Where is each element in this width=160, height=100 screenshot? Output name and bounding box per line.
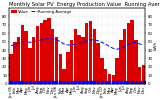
Bar	[108, 74, 111, 84]
Point	[17, 81, 20, 83]
Bar	[100, 58, 104, 84]
Bar	[24, 31, 28, 84]
Point	[74, 81, 77, 83]
Point	[25, 81, 28, 83]
Bar	[115, 58, 119, 84]
Bar	[32, 37, 36, 84]
Point	[32, 81, 35, 83]
Bar	[47, 18, 51, 84]
Point	[120, 81, 122, 83]
Point	[97, 81, 99, 83]
Bar	[96, 43, 100, 84]
Point	[123, 81, 126, 83]
Bar	[43, 20, 47, 84]
Bar	[77, 35, 81, 84]
Bar	[70, 40, 73, 84]
Bar	[127, 23, 130, 84]
Bar	[21, 25, 24, 84]
Point	[139, 81, 141, 83]
Point	[44, 81, 46, 83]
Point	[78, 81, 80, 83]
Point	[55, 81, 58, 83]
Point	[142, 81, 145, 83]
Bar	[142, 65, 145, 84]
Point	[89, 81, 92, 83]
Bar	[51, 29, 54, 84]
Point	[40, 81, 43, 83]
Text: Monthly Solar PV  Energy Production Value  Running Average: Monthly Solar PV Energy Production Value…	[9, 2, 160, 7]
Point	[93, 81, 96, 83]
Point	[112, 81, 115, 83]
Bar	[59, 54, 62, 84]
Bar	[13, 42, 16, 84]
Point	[108, 81, 111, 83]
Bar	[17, 37, 20, 84]
Bar	[89, 21, 92, 84]
Bar	[28, 48, 32, 84]
Legend: Value, Running Average: Value, Running Average	[11, 10, 71, 14]
Point	[70, 81, 73, 83]
Point	[67, 81, 69, 83]
Point	[116, 81, 118, 83]
Bar	[119, 40, 123, 84]
Bar	[40, 23, 43, 84]
Bar	[81, 37, 85, 84]
Bar	[62, 69, 66, 84]
Bar	[123, 29, 126, 84]
Bar	[74, 29, 77, 84]
Bar	[36, 26, 39, 84]
Point	[48, 81, 50, 83]
Point	[29, 81, 31, 83]
Bar	[66, 52, 70, 84]
Point	[131, 81, 133, 83]
Point	[10, 81, 12, 83]
Point	[63, 81, 65, 83]
Bar	[104, 69, 107, 84]
Point	[51, 81, 54, 83]
Point	[21, 81, 24, 83]
Bar	[85, 23, 88, 84]
Point	[14, 81, 16, 83]
Bar	[9, 54, 13, 84]
Bar	[112, 75, 115, 84]
Bar	[134, 40, 138, 84]
Bar	[93, 29, 96, 84]
Point	[82, 81, 84, 83]
Point	[135, 81, 137, 83]
Y-axis label: kWh: kWh	[154, 41, 158, 50]
Point	[85, 81, 88, 83]
Bar	[55, 37, 58, 84]
Bar	[131, 20, 134, 84]
Point	[36, 81, 39, 83]
Point	[101, 81, 103, 83]
Bar	[138, 67, 141, 84]
Point	[104, 81, 107, 83]
Point	[59, 81, 62, 83]
Point	[127, 81, 130, 83]
